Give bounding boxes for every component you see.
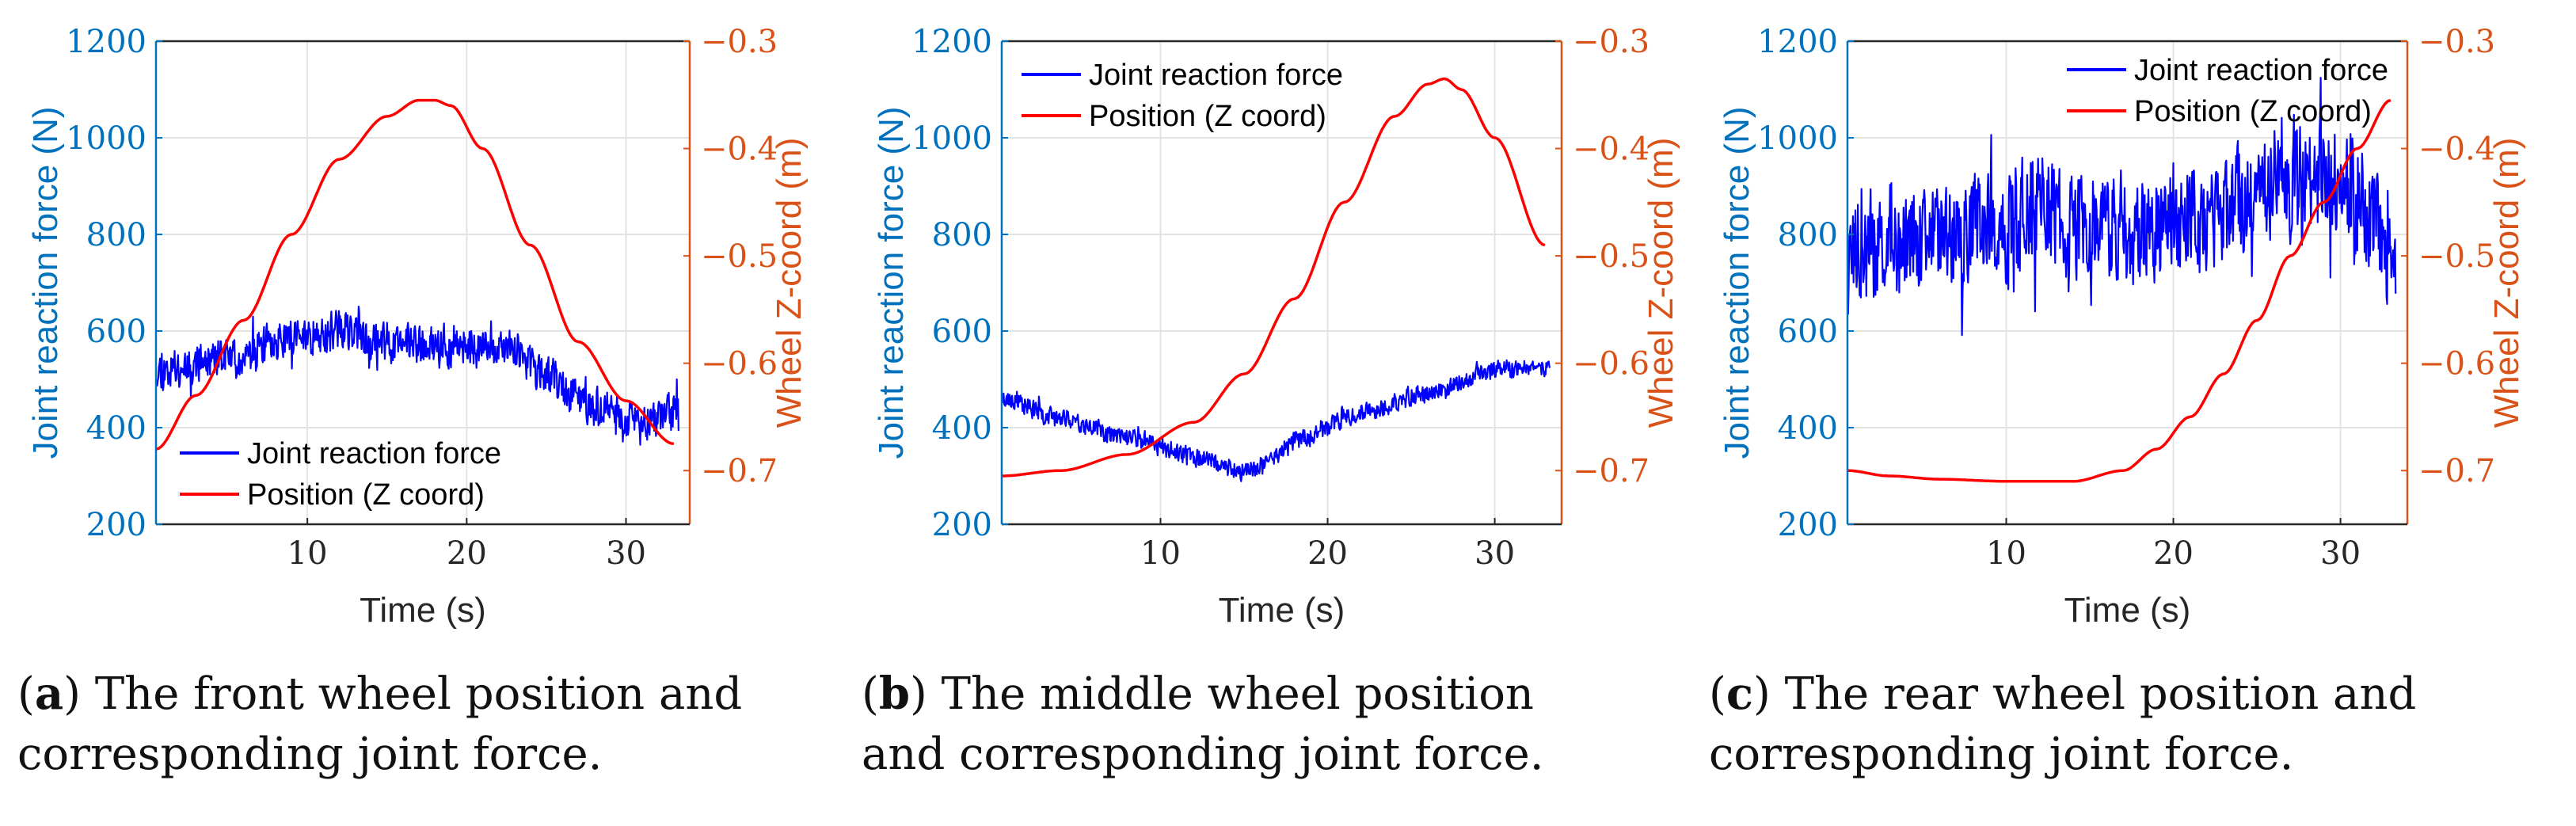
y-right-axis-label: Wheel Z-coord (m)	[1642, 138, 1680, 428]
y-right-tick-label: −0.3	[1573, 24, 1649, 60]
x-axis-label: Time (s)	[1219, 591, 1345, 630]
y-right-tick-label: −0.6	[2418, 346, 2495, 383]
y-right-tick-label: −0.3	[701, 24, 778, 60]
legend-label: Position (Z coord)	[247, 478, 485, 512]
x-tick-label: 20	[447, 535, 487, 572]
x-tick-label: 30	[2320, 535, 2361, 572]
legend: Joint reaction force Position (Z coord)	[1022, 59, 1343, 133]
position-series-line	[1847, 98, 2391, 483]
y-left-tick-label: 600	[932, 314, 992, 350]
x-axis-label: Time (s)	[360, 591, 486, 630]
caption-c: (c) The rear wheel position and correspon…	[1709, 668, 2417, 780]
y-right-tick-label: −0.5	[701, 238, 778, 275]
caption-b: (b) The middle wheel position and corresp…	[862, 668, 1544, 780]
x-tick-label: 10	[1140, 535, 1181, 572]
y-left-tick-label: 1000	[66, 120, 146, 157]
y-left-axis-label: Joint reaction force (N)	[872, 106, 911, 459]
y-right-tick-label: −0.6	[701, 346, 778, 383]
y-right-axis-label: Wheel Z-coord (m)	[770, 138, 809, 428]
y-left-axis-label: Joint reaction force (N)	[1718, 106, 1756, 459]
y-left-tick-label: 600	[1778, 314, 1838, 350]
force-series-line	[156, 306, 679, 446]
y-left-tick-label: 1200	[1757, 24, 1838, 60]
position-series-line	[156, 98, 675, 451]
chart-panel-b: 10 20 30 200 400 600 800 1000 1200 −0.7 −0.6 −0.5 −0…	[872, 24, 1680, 630]
y-right-tick-label: −0.7	[701, 453, 778, 489]
x-tick-label: 30	[1474, 535, 1515, 572]
legend-label: Joint reaction force	[2134, 54, 2388, 87]
y-left-tick-label: 200	[1778, 507, 1838, 543]
position-series-line	[1002, 77, 1546, 478]
y-right-tick-label: −0.7	[1573, 453, 1649, 489]
legend-label: Joint reaction force	[1089, 59, 1343, 92]
y-left-tick-label: 1000	[911, 120, 992, 157]
x-tick-label: 20	[1307, 535, 1348, 572]
y-left-tick-label: 600	[86, 314, 146, 350]
x-tick-label: 20	[2153, 535, 2194, 572]
y-right-tick-label: −0.4	[701, 131, 778, 168]
legend-label: Joint reaction force	[247, 437, 501, 470]
y-left-tick-label: 800	[86, 217, 146, 253]
y-left-tick-label: 400	[932, 410, 992, 447]
y-left-tick-label: 1200	[66, 24, 146, 60]
y-left-tick-label: 200	[932, 507, 992, 543]
legend-label: Position (Z coord)	[2134, 95, 2372, 128]
legend: Joint reaction force Position (Z coord)	[180, 437, 501, 512]
x-tick-label: 10	[287, 535, 328, 572]
chart-panel-c: 10 20 30 200 400 600 800 1000 1200 −0.7 −0.6 −0.5 −0…	[1718, 24, 2526, 630]
y-left-tick-label: 800	[932, 217, 992, 253]
y-right-tick-label: −0.4	[1573, 131, 1649, 168]
y-right-tick-label: −0.5	[1573, 238, 1649, 275]
y-right-tick-label: −0.6	[1573, 346, 1649, 383]
y-left-tick-label: 200	[86, 507, 146, 543]
chart-panel-a: 10 20 30 200 400 600 800 1000 1200 −0.7 −0.6 −0.5 −0…	[26, 24, 809, 630]
x-tick-label: 30	[606, 535, 646, 572]
y-left-tick-label: 800	[1778, 217, 1838, 253]
legend: Joint reaction force Position (Z coord)	[2067, 54, 2388, 128]
force-series-line	[1002, 359, 1551, 482]
caption-a: (a) The front wheel position and correspo…	[17, 668, 743, 780]
y-left-tick-label: 400	[86, 410, 146, 447]
y-right-tick-label: −0.3	[2418, 24, 2495, 60]
y-right-tick-label: −0.5	[2418, 238, 2495, 275]
y-right-axis-label: Wheel Z-coord (m)	[2487, 138, 2526, 428]
force-series-line	[1847, 77, 2397, 337]
legend-label: Position (Z coord)	[1089, 100, 1326, 133]
y-right-tick-label: −0.4	[2418, 131, 2495, 168]
y-left-axis-label: Joint reaction force (N)	[26, 106, 65, 459]
y-left-tick-label: 1000	[1757, 120, 1838, 157]
y-left-tick-label: 1200	[911, 24, 992, 60]
y-right-tick-label: −0.7	[2418, 453, 2495, 489]
x-axis-label: Time (s)	[2064, 591, 2191, 630]
y-left-tick-label: 400	[1778, 410, 1838, 447]
x-tick-label: 10	[1986, 535, 2026, 572]
